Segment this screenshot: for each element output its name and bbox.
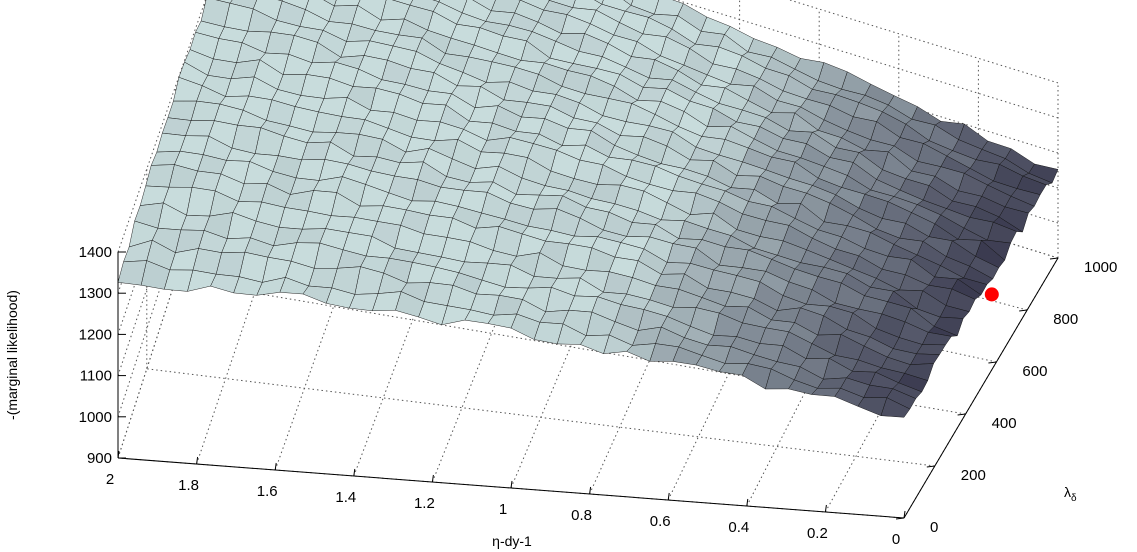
x-tick-mark bbox=[824, 504, 827, 513]
y-tick-mark bbox=[1019, 309, 1028, 312]
z-tick-label: 1300 bbox=[79, 285, 112, 302]
x-tick-mark bbox=[746, 498, 749, 507]
surface-mesh bbox=[117, 0, 1059, 418]
x-tick-mark bbox=[903, 510, 906, 519]
x-tick-mark bbox=[353, 468, 356, 477]
z-tick-label: 1100 bbox=[80, 368, 112, 385]
y-tick-label: 0 bbox=[930, 519, 938, 536]
x-tick-label: 1.6 bbox=[257, 483, 278, 500]
x-tick-label: 0 bbox=[892, 531, 900, 548]
y-tick-label: 200 bbox=[961, 467, 986, 484]
y-tick-label: 800 bbox=[1053, 311, 1078, 328]
surface-patch bbox=[654, 0, 684, 16]
y-tick-label: 1000 bbox=[1084, 259, 1117, 276]
x-tick-mark bbox=[667, 492, 670, 501]
x-tick-label: 1.4 bbox=[335, 489, 356, 506]
y-tick-labels: 0 200 400 600 800 1000 bbox=[930, 259, 1117, 536]
z-tick-label: 1200 bbox=[79, 326, 112, 343]
z-tick-label: 900 bbox=[87, 450, 112, 467]
x-tick-label: 1.2 bbox=[414, 495, 435, 512]
x-tick-label: 1 bbox=[499, 501, 507, 518]
floor-grid-line bbox=[510, 134, 661, 489]
floor-grid-line bbox=[175, 279, 966, 415]
z-tick-label: 1400 bbox=[79, 244, 112, 261]
y-axis-label: λδ bbox=[1064, 484, 1077, 504]
x-tick-label: 0.6 bbox=[650, 513, 671, 530]
y-tick-label: 600 bbox=[1022, 363, 1047, 380]
y-tick-mark bbox=[926, 465, 935, 468]
left-wall-grid-line bbox=[117, 0, 255, 417]
x-tick-labels: 2 1.8 1.6 1.4 1.2 1 0.8 0.6 0.4 0.2 0 bbox=[106, 471, 900, 548]
x-tick-label: 2 bbox=[106, 471, 114, 488]
y-axis-label-subscript: δ bbox=[1071, 493, 1077, 504]
x-tick-mark bbox=[117, 450, 120, 459]
y-axis-label-main: λ bbox=[1064, 484, 1071, 500]
x-tick-mark bbox=[589, 486, 592, 495]
x-tick-mark bbox=[510, 480, 513, 489]
minimum-marker bbox=[984, 287, 999, 302]
y-tick-label: 400 bbox=[992, 415, 1017, 432]
surface-patch bbox=[117, 260, 147, 286]
x-tick-mark bbox=[431, 474, 434, 483]
y-axis-line bbox=[903, 257, 1059, 519]
left-wall-grid-line bbox=[117, 0, 206, 253]
z-tick-label: 1000 bbox=[79, 409, 112, 426]
x-tick-mark bbox=[274, 462, 277, 471]
x-tick-mark bbox=[196, 456, 199, 465]
x-tick-label: 0.4 bbox=[728, 519, 749, 536]
x-axis-label: η-dy-1 bbox=[492, 533, 532, 549]
y-tick-mark bbox=[988, 361, 997, 364]
x-tick-label: 0.8 bbox=[571, 507, 592, 524]
axes bbox=[117, 251, 1059, 520]
z-tick-labels: 900 1000 1100 1200 1300 1400 bbox=[79, 244, 112, 467]
y-tick-mark bbox=[1049, 257, 1059, 260]
floor-grid-line bbox=[146, 368, 935, 467]
surface-patch bbox=[323, 0, 337, 7]
x-tick-label: 1.8 bbox=[178, 477, 199, 494]
x-tick-label: 0.2 bbox=[807, 525, 828, 542]
z-axis-label: -(marginal likelihood) bbox=[4, 290, 20, 420]
surface-patch bbox=[623, 0, 634, 6]
y-tick-mark bbox=[895, 517, 905, 520]
y-tick-mark bbox=[957, 413, 966, 416]
